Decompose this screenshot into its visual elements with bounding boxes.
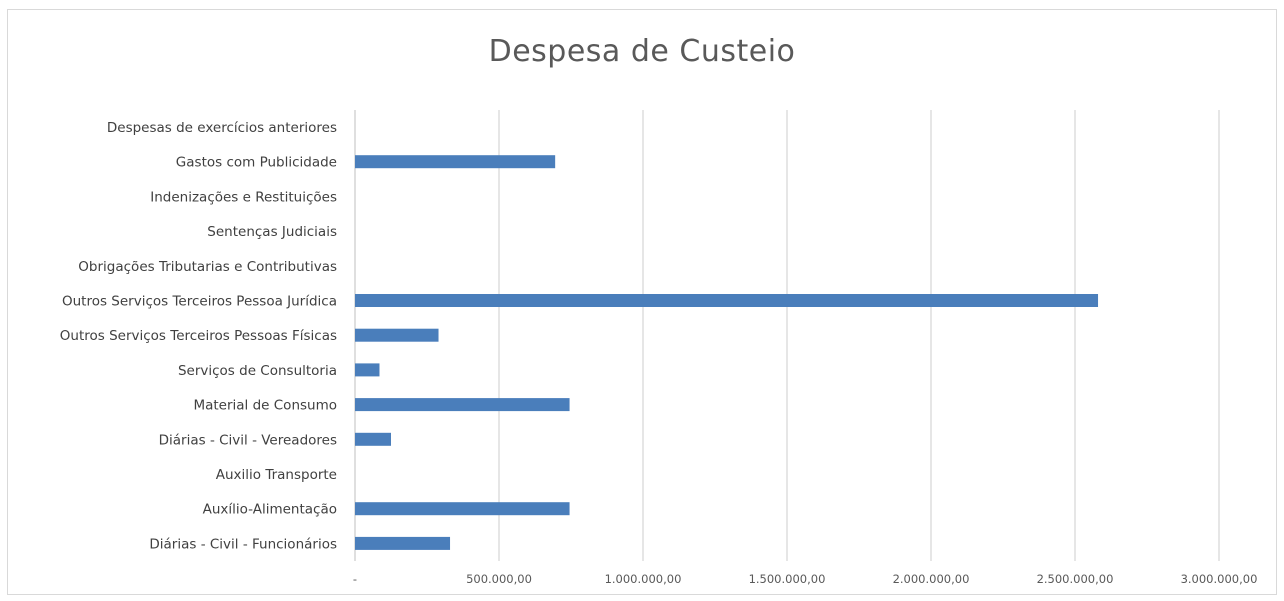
bar (355, 155, 556, 169)
category-label: Serviços de Consultoria (178, 363, 337, 379)
category-label: Despesas de exercícios anteriores (107, 120, 337, 136)
category-label: Outros Serviços Terceiros Pessoas Física… (60, 328, 337, 344)
category-label: Obrigações Tributarias e Contributivas (78, 259, 337, 275)
x-tick-label: 1.000.000,00 (605, 572, 682, 586)
bar (355, 432, 391, 446)
bar (355, 398, 570, 412)
bar (355, 363, 380, 377)
bar (355, 502, 570, 516)
category-label: Gastos com Publicidade (176, 155, 337, 171)
x-tick-label: 1.500.000,00 (749, 572, 826, 586)
x-tick-label: 3.000.000,00 (1181, 572, 1258, 586)
x-tick-label: - (353, 572, 357, 586)
category-label: Indenizações e Restituições (150, 189, 337, 205)
x-tick-label: 2.500.000,00 (1037, 572, 1114, 586)
category-label: Diárias - Civil - Funcionários (149, 536, 337, 552)
category-labels: Despesas de exercícios anteriores Gastos … (60, 120, 337, 552)
chart-title: Despesa de Custeio (488, 34, 796, 69)
category-label: Auxílio-Alimentação (203, 502, 337, 518)
x-tick-labels: - 500.000,00 1.000.000,00 1.500.000,00 2.000… (353, 572, 1257, 586)
category-label: Sentenças Judiciais (207, 224, 337, 240)
gridlines (354, 110, 1220, 561)
category-label: Diárias - Civil - Vereadores (159, 432, 337, 448)
category-label: Material de Consumo (193, 398, 337, 414)
x-tick-label: 2.000.000,00 (893, 572, 970, 586)
category-label: Auxilio Transporte (216, 467, 337, 483)
x-tick-label: 500.000,00 (466, 572, 532, 586)
category-label: Outros Serviços Terceiros Pessoa Jurídic… (62, 294, 337, 310)
bar (355, 294, 1099, 307)
bars (355, 155, 1099, 550)
bar (355, 328, 439, 342)
bar (355, 536, 451, 550)
